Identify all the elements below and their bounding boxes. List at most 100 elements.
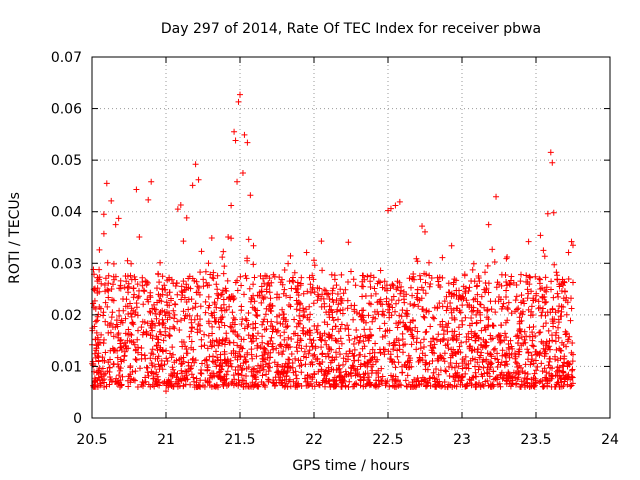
data-point — [525, 238, 532, 245]
data-point — [422, 228, 428, 235]
data-point — [105, 329, 112, 336]
chart-title: Day 297 of 2014, Rate Of TEC Index for r… — [161, 21, 541, 37]
data-point — [93, 345, 100, 352]
data-point — [325, 331, 332, 338]
data-point — [387, 205, 394, 212]
data-point — [288, 351, 295, 358]
data-point — [151, 383, 158, 390]
data-point — [562, 331, 569, 338]
x-tick-label: 23.5 — [520, 432, 551, 448]
data-point — [340, 290, 347, 297]
data-point — [496, 334, 502, 341]
data-point — [392, 202, 399, 209]
data-point — [231, 128, 238, 135]
data-point — [127, 272, 134, 279]
data-point — [90, 266, 97, 273]
axis-ticks: 20.5 21 21.5 22 22.5 23 23.5 24 0 0.01 0.02 0.03 0.0… — [51, 50, 619, 448]
data-point — [160, 348, 167, 355]
x-tick-label: 21.5 — [224, 432, 255, 448]
data-point — [565, 249, 572, 256]
data-point — [232, 137, 239, 144]
data-point — [488, 306, 495, 313]
data-point — [97, 305, 104, 312]
y-tick-label: 0.03 — [51, 256, 82, 272]
x-tick-label: 24 — [601, 432, 619, 448]
data-point — [547, 149, 554, 156]
data-point — [99, 354, 106, 361]
data-point — [244, 139, 251, 146]
data-point — [370, 314, 377, 321]
data-point — [250, 261, 257, 268]
data-point — [281, 286, 288, 293]
data-point — [444, 324, 451, 331]
data-point — [130, 339, 137, 346]
data-point — [91, 285, 98, 292]
data-point — [544, 210, 551, 217]
data-point — [311, 257, 317, 264]
data-point — [165, 331, 172, 338]
data-point — [493, 193, 500, 200]
data-point — [157, 259, 164, 266]
data-point — [108, 197, 115, 204]
data-point — [355, 357, 362, 364]
x-tick-label: 22.5 — [372, 432, 403, 448]
data-point — [518, 342, 525, 349]
data-points — [89, 91, 576, 395]
data-point — [239, 170, 246, 177]
data-point — [241, 131, 248, 138]
data-point — [189, 182, 196, 189]
data-point — [448, 242, 455, 249]
data-point — [207, 372, 214, 379]
data-point — [466, 343, 473, 350]
y-tick-label: 0.06 — [51, 102, 82, 118]
data-point — [429, 349, 436, 356]
data-point — [142, 355, 149, 362]
data-point — [503, 255, 510, 262]
data-point — [436, 274, 443, 281]
data-point — [510, 279, 517, 286]
data-point — [174, 206, 181, 213]
x-tick-label: 21 — [157, 432, 175, 448]
data-point — [470, 260, 477, 267]
data-point — [555, 307, 562, 314]
data-point — [106, 364, 113, 371]
data-point — [537, 232, 544, 239]
data-point — [198, 248, 205, 255]
data-point — [177, 202, 184, 209]
data-point — [533, 351, 539, 358]
data-point — [96, 246, 103, 253]
data-point — [133, 186, 140, 193]
data-point — [118, 317, 125, 324]
data-point — [414, 258, 421, 265]
data-point — [377, 267, 384, 274]
data-point — [112, 221, 119, 228]
data-point — [183, 214, 190, 221]
data-point — [253, 335, 260, 342]
data-point — [186, 312, 193, 319]
data-point — [407, 301, 414, 308]
data-point — [210, 269, 217, 276]
data-point — [139, 274, 146, 281]
data-point — [204, 282, 211, 289]
data-point — [148, 178, 155, 185]
data-point — [540, 247, 547, 254]
data-point — [303, 249, 310, 256]
y-tick-label: 0.02 — [51, 308, 82, 324]
data-point — [163, 388, 169, 395]
data-point — [237, 91, 243, 98]
y-tick-label: 0.07 — [51, 50, 82, 66]
data-point — [399, 336, 406, 343]
y-tick-label: 0.01 — [51, 359, 82, 375]
data-point — [195, 176, 202, 183]
y-tick-label: 0.05 — [51, 153, 82, 169]
data-point — [154, 299, 161, 306]
data-point — [473, 319, 480, 326]
data-point — [228, 202, 235, 209]
data-point — [259, 352, 266, 359]
data-point — [171, 301, 178, 308]
data-point — [225, 233, 232, 240]
data-point — [459, 294, 465, 301]
data-point — [121, 352, 128, 359]
